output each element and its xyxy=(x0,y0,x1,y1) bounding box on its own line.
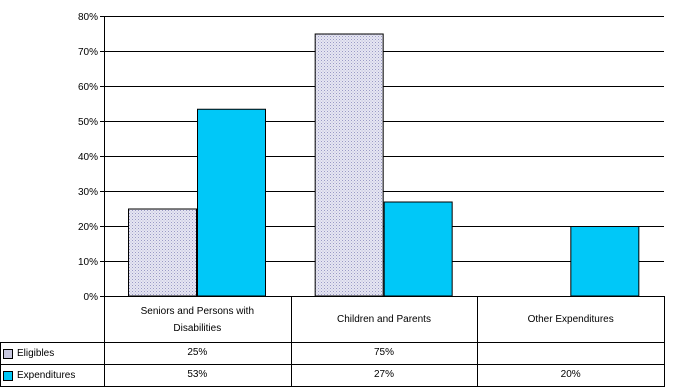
y-tick-label: 0% xyxy=(84,292,99,303)
y-tick-label: 10% xyxy=(78,257,98,268)
category-label: Other Expenditures xyxy=(527,314,614,325)
table-cell-eligibles: 75% xyxy=(373,347,394,358)
table-cell-expenditures: 53% xyxy=(187,369,208,380)
bar-eligibles-0 xyxy=(128,208,197,297)
legend-swatch xyxy=(3,370,13,381)
y-tick-label: 20% xyxy=(78,222,98,233)
table-cell-eligibles: 25% xyxy=(187,347,208,358)
bars xyxy=(128,33,640,297)
y-axis: 0% 10% 20% 30% 40% 50% 60% 70% 80% xyxy=(78,12,105,303)
bar-expenditures-2 xyxy=(570,226,640,297)
legend-label: Expenditures xyxy=(17,370,76,381)
y-tick-label: 70% xyxy=(78,47,98,58)
bar-expenditures-0 xyxy=(197,108,266,297)
y-tick-label: 40% xyxy=(78,152,98,163)
bar-eligibles-1 xyxy=(314,33,384,297)
y-tick-label: 50% xyxy=(78,117,98,128)
legend-label: Eligibles xyxy=(17,348,55,359)
legend-eligibles: Eligibles xyxy=(3,347,54,360)
bar-expenditures-1 xyxy=(383,201,453,297)
legend-expenditures: Expenditures xyxy=(3,369,75,382)
table-cell-expenditures: 27% xyxy=(373,369,394,380)
category-label: Seniors and Persons with Disabilities xyxy=(140,305,255,334)
y-tick-label: 30% xyxy=(78,187,98,198)
table-cell-expenditures: 20% xyxy=(560,369,581,380)
legend-swatch xyxy=(3,348,13,359)
category-label: Children and Parents xyxy=(337,314,431,325)
y-tick-label: 60% xyxy=(78,82,98,93)
y-tick-label: 80% xyxy=(78,12,98,23)
